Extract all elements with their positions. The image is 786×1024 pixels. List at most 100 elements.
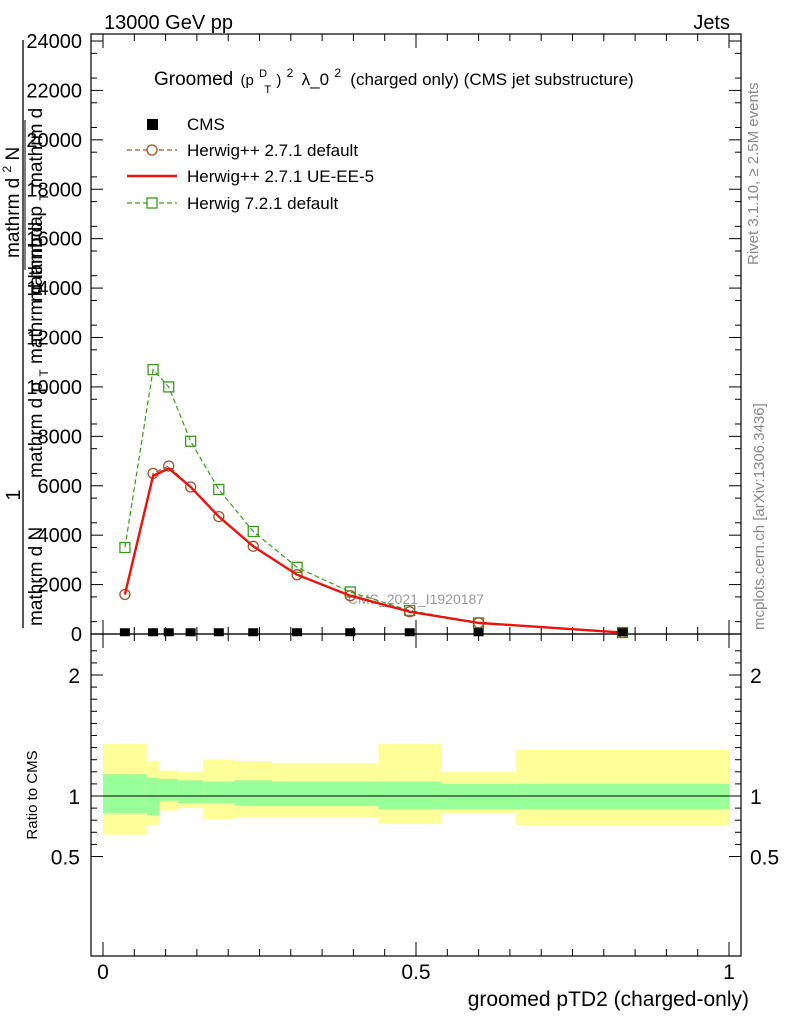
data-point	[213, 483, 225, 496]
data-point	[147, 363, 159, 376]
ratio-band-inner-bin	[146, 777, 160, 816]
title-sub-inner: T	[264, 84, 271, 96]
data-point	[404, 628, 415, 637]
main-y-tick-label: 14000	[26, 278, 82, 300]
legend: CMS Herwig++ 2.7.1 default Herwig++ 2.7.1 …	[127, 115, 374, 213]
ylabel-line1: 1	[3, 489, 25, 500]
title-prefix: Groomed	[154, 69, 233, 90]
ratio-band-inner-bin	[178, 780, 204, 804]
ratio-band-inner-bin	[159, 779, 179, 801]
ylabel-frac-den1-sub: T	[37, 369, 51, 377]
main-y-tick-label: 18000	[26, 179, 82, 201]
ylabel-frac-den1-tail: mathrm d lambda	[26, 216, 47, 364]
header-jets: Jets	[693, 12, 730, 34]
ratio-band-inner-bin	[103, 774, 147, 813]
ratio-y-tick-label: 1	[68, 786, 80, 809]
series-none-2	[123, 467, 623, 634]
ylabel-frac-den2-text: mathrm d p	[26, 206, 47, 302]
ylabel-frac-den2-sub: T	[37, 193, 51, 201]
legend-entry: Herwig++ 2.7.1 UE-EE-5	[127, 167, 374, 186]
title-sup: 2	[287, 66, 294, 80]
title-close: )	[276, 72, 281, 89]
main-y-tick-label: 4000	[38, 525, 83, 547]
ylabel-frac-num-text: mathrm d	[3, 178, 24, 258]
legend-marker	[147, 119, 158, 130]
legend-label: Herwig++ 2.7.1 default	[187, 141, 358, 160]
ylabel-frac-den1-text: mathrm d p	[26, 382, 47, 478]
x-tick-label: 1	[723, 961, 735, 984]
data-point	[185, 628, 196, 637]
ratio-band-inner-bin	[378, 781, 442, 810]
main-y-tick-label: 20000	[26, 130, 82, 152]
x-tick-label: 0.5	[401, 961, 430, 984]
data-point	[184, 481, 197, 493]
ylabel-frac-den2-tail: mathrm d	[26, 108, 47, 188]
data-point	[248, 628, 259, 637]
series-line	[123, 467, 623, 634]
series-line	[124, 368, 623, 634]
ylabel-frac-num-sup: 2	[0, 165, 14, 172]
data-point	[148, 628, 159, 637]
legend-marker	[146, 197, 158, 209]
data-point	[247, 540, 259, 552]
legend-marker	[146, 144, 158, 156]
title-base: (p	[240, 72, 253, 89]
series-layer	[119, 363, 629, 639]
ratio-y-axis: 0.5 0.5 1 1 2 2	[51, 650, 779, 870]
x-tick-label: 0	[97, 961, 109, 984]
data-point	[291, 569, 303, 581]
main-y-tick-label: 10000	[26, 377, 82, 399]
legend-label: CMS	[187, 115, 225, 134]
series-square-filled-0	[119, 628, 628, 637]
main-y-tick-label: 2000	[38, 575, 83, 597]
ratio-band-inner-bin	[441, 783, 517, 810]
data-point	[213, 628, 224, 637]
ratio-band-inner-bin	[516, 783, 729, 810]
main-y-tick-label: 24000	[26, 31, 82, 53]
ratio-band-inner-bin	[203, 781, 235, 804]
chart-title: Groomed (p D T ) 2 λ_0 2 (charged only) …	[154, 61, 634, 98]
ylabel-frac-den2: mathrm d p T mathrm d	[26, 108, 53, 302]
legend-entry: CMS	[147, 115, 225, 134]
header-energy: 13000 GeV pp	[104, 12, 233, 34]
rivet-label: Rivet 3.1.10, ≥ 2.5M events	[745, 83, 762, 266]
main-y-axis: 0 2000 4000 6000 8000 10000 12000 14000 16000 180…	[26, 31, 741, 646]
legend-entry: Herwig 7.2.1 default	[127, 194, 338, 213]
data-point	[163, 381, 175, 393]
data-point	[213, 510, 225, 523]
data-point	[473, 628, 484, 637]
x-axis-label: groomed pTD2 (charged-only)	[468, 988, 749, 1011]
ratio-band-inner-bin	[272, 781, 379, 806]
ratio-band-inner-bin	[234, 780, 273, 806]
ratio-y-tick-label: 0.5	[51, 847, 80, 870]
ylabel-frac-den1: mathrm d p T mathrm d lambda	[26, 216, 53, 478]
ylabel-frac-num-tail: N	[3, 147, 24, 161]
ratio-y-axis-label: Ratio to CMS	[24, 750, 41, 839]
main-y-tick-label: 0	[71, 624, 82, 646]
main-y-tick-label: 8000	[38, 426, 83, 448]
main-y-tick-label: 6000	[38, 476, 83, 498]
data-point	[119, 628, 130, 637]
main-y-tick-label: 12000	[26, 328, 82, 350]
data-point	[344, 590, 356, 602]
mcplots-label: mcplots.cern.ch [arXiv:1306.3436]	[751, 403, 768, 630]
legend-entry: Herwig++ 2.7.1 default	[127, 141, 358, 160]
series-circle-open-1	[119, 460, 629, 639]
ratio-y-tick-label-right: 1	[750, 786, 762, 809]
ylabel-frac-num: mathrm d 2 N	[0, 147, 24, 258]
title-lambda: λ_0	[302, 70, 329, 89]
main-y-axis-label: 1 mathrm d N mathrm d 2 N mathrm d p T m…	[0, 40, 53, 628]
title-sup-inner: D	[259, 68, 267, 80]
ratio-y-tick-label-right: 2	[750, 665, 762, 688]
analysis-watermark: CMS_2021_I1920187	[348, 591, 484, 607]
data-point	[291, 561, 303, 573]
data-point	[344, 586, 356, 598]
series-line	[124, 465, 623, 634]
ylabel-line2: mathrm d N	[26, 527, 47, 626]
data-point	[163, 460, 175, 472]
data-point	[345, 628, 356, 637]
data-point	[119, 541, 131, 554]
ratio-y-tick-label-right: 0.5	[750, 847, 779, 870]
data-point	[292, 628, 303, 637]
